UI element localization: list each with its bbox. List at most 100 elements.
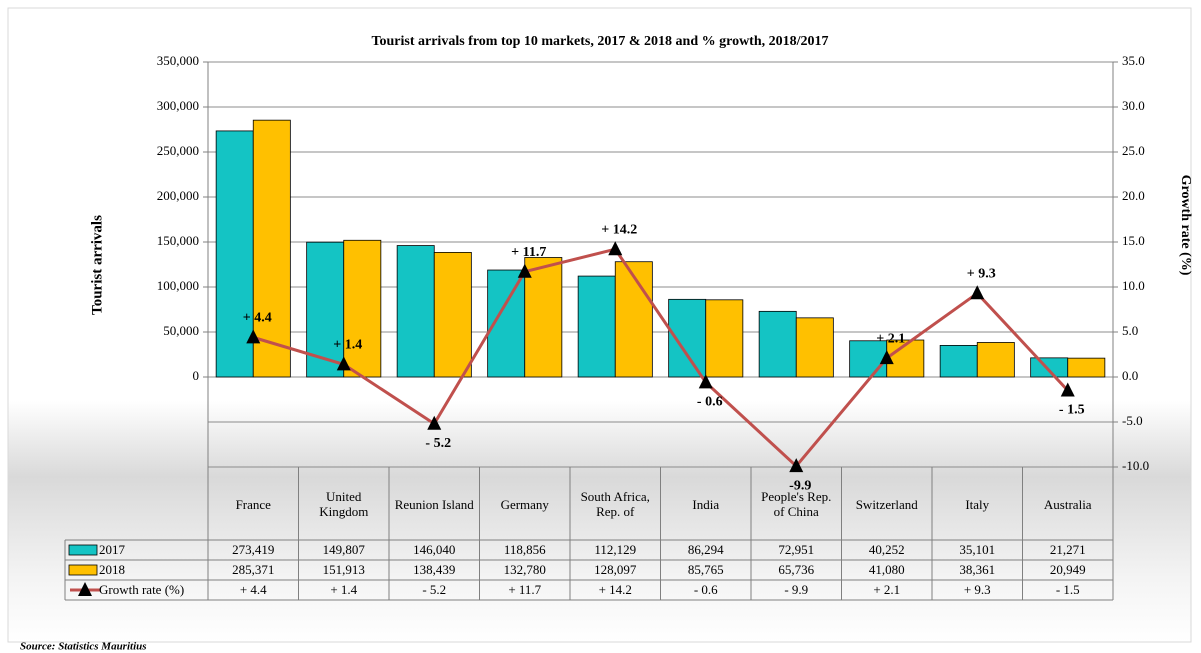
growth-line [252,247,1069,469]
y2-tick-label: 20.0 [1122,188,1145,203]
bar [396,245,435,378]
bar [343,239,382,378]
data-label: -9.9 [789,478,811,493]
category-label: People's Rep. of China [761,489,832,519]
table-cell: 138,439 [413,562,455,577]
table-cell: 146,040 [413,542,455,557]
bar [1067,357,1106,378]
table-cell: 21,271 [1050,542,1086,557]
legend-label: 2018 [99,562,125,577]
table-cell: 118,856 [504,542,546,557]
y2-tick-label: 5.0 [1122,323,1138,338]
table-cell: 285,371 [232,562,274,577]
table-cell: + 4.4 [240,582,267,597]
table-cell: 72,951 [778,542,814,557]
table-cell: - 1.5 [1056,582,1080,597]
y2-tick-label: 10.0 [1122,278,1145,293]
y-tick-label: 150,000 [157,233,199,248]
legend-marker [78,582,92,596]
y2-tick-label: 15.0 [1122,233,1145,248]
data-label: - 5.2 [425,436,451,451]
bar [976,342,1015,378]
line-marker [608,241,623,256]
bar [614,261,653,378]
bar [306,241,345,378]
legend-label: 2017 [99,542,126,557]
y-tick-label: 50,000 [163,323,199,338]
y-tick-label: 200,000 [157,188,199,203]
line-marker [336,356,351,371]
table-cell: 20,949 [1050,562,1086,577]
table-cell: 38,361 [959,562,995,577]
table-cell: 40,252 [869,542,905,557]
table-cell: 85,765 [688,562,724,577]
table-cell: + 14.2 [599,582,632,597]
line-marker [246,329,261,344]
table-cell: - 5.2 [422,582,446,597]
line-marker [789,458,804,473]
data-label: + 14.2 [601,222,637,237]
bar [252,119,291,378]
table-cell: 65,736 [778,562,814,577]
bar [849,340,888,378]
table-cell: 35,101 [959,542,995,557]
bar [433,252,472,378]
y2-tick-label: 30.0 [1122,98,1145,113]
category-label: Germany [500,496,549,512]
line-marker [1060,382,1075,397]
data-label: - 1.5 [1059,403,1085,418]
category-label: United Kingdom [319,489,369,519]
table-cell: 132,780 [504,562,546,577]
y2-tick-label: 0.0 [1122,368,1138,383]
bar [705,299,744,378]
y2-tick-label: 35.0 [1122,53,1145,68]
table-cell: 112,129 [594,542,636,557]
data-label: + 9.3 [967,267,996,282]
table-cell: - 0.6 [694,582,718,597]
table-cell: + 9.3 [964,582,991,597]
y-tick-label: 100,000 [157,278,199,293]
line-marker [427,415,442,430]
table-cell: 151,913 [323,562,365,577]
table-cell: + 1.4 [330,582,357,597]
table-cell: 86,294 [688,542,724,557]
bar [1030,357,1069,378]
bar [939,345,978,378]
table-cell: 41,080 [869,562,905,577]
bar [758,310,797,378]
line-marker [698,374,713,389]
y2-tick-label: -10.0 [1122,458,1149,473]
legend-swatch [68,544,98,556]
category-label: Italy [965,496,990,512]
data-label: + 2.1 [876,331,905,346]
category-label: France [235,496,271,512]
table-cell: 128,097 [594,562,637,577]
bar [795,317,834,378]
legend-label: Growth rate (%) [99,582,184,597]
category-label: Switzerland [855,496,918,512]
y-tick-label: 350,000 [157,53,199,68]
y2-tick-label: 25.0 [1122,143,1145,158]
y-tick-label: 0 [193,368,200,383]
data-label: + 1.4 [333,338,362,353]
line-marker [517,263,532,278]
bar [215,130,254,378]
y-tick-label: 300,000 [157,98,199,113]
data-label: + 11.7 [511,245,546,260]
category-label: Australia [1043,496,1092,512]
data-label: + 4.4 [243,311,272,326]
bar [577,275,616,378]
table-cell: + 2.1 [873,582,900,597]
category-label: South Africa, Rep. of [580,489,650,519]
table-cell: 273,419 [232,542,274,557]
y-axis-label: Tourist arrivals [89,215,105,315]
line-marker [970,285,985,300]
category-label: India [692,496,720,512]
legend-swatch [68,564,98,576]
y2-tick-label: -5.0 [1122,413,1143,428]
table-cell: - 9.9 [784,582,808,597]
category-label: Reunion Island [394,496,474,512]
line-marker [879,350,894,365]
